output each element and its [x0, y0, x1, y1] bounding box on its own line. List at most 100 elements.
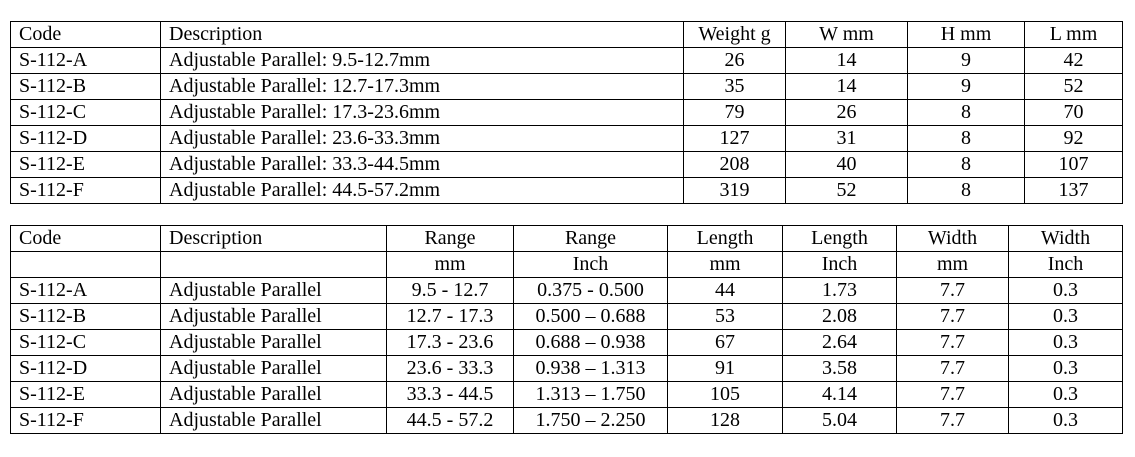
cell: 7.7	[896, 277, 1009, 304]
header-row: mm Inch mm Inch mm Inch	[10, 251, 1123, 278]
cell: Adjustable Parallel	[160, 277, 387, 304]
header-row: Code Description Range Range Length Length Wid…	[10, 225, 1123, 252]
cell: 2.08	[782, 303, 897, 330]
cell	[160, 251, 387, 278]
cell: Adjustable Parallel	[160, 355, 387, 382]
cell: S-112-E	[10, 151, 161, 178]
cell: S-112-B	[10, 73, 161, 100]
cell: Adjustable Parallel: 12.7-17.3mm	[160, 73, 684, 100]
cell: Adjustable Parallel	[160, 381, 387, 408]
cell: 127	[683, 125, 786, 152]
cell: 1.313 – 1.750	[513, 381, 668, 408]
cell: Range	[513, 225, 668, 252]
cell: mm	[667, 251, 783, 278]
cell: mm	[386, 251, 514, 278]
cell: 7.7	[896, 407, 1009, 434]
cell: Code	[10, 225, 161, 252]
cell	[10, 251, 161, 278]
cell: Adjustable Parallel: 17.3-23.6mm	[160, 99, 684, 126]
cell: 40	[785, 151, 908, 178]
cell: 26	[683, 47, 786, 74]
cell: 4.14	[782, 381, 897, 408]
cell: 44	[667, 277, 783, 304]
cell: H mm	[907, 21, 1025, 48]
cell: 0.938 – 1.313	[513, 355, 668, 382]
data-row: S-112-C Adjustable Parallel: 17.3-23.6mm 7…	[10, 99, 1123, 126]
cell: 44.5 - 57.2	[386, 407, 514, 434]
cell: L mm	[1024, 21, 1123, 48]
cell: 14	[785, 73, 908, 100]
cell: 67	[667, 329, 783, 356]
cell: 137	[1024, 177, 1123, 204]
data-row: S-112-E Adjustable Parallel 33.3 - 44.5 1.3…	[10, 381, 1123, 408]
cell: 14	[785, 47, 908, 74]
cell: 7.7	[896, 303, 1009, 330]
cell: 31	[785, 125, 908, 152]
cell: S-112-F	[10, 407, 161, 434]
cell: S-112-A	[10, 277, 161, 304]
cell: Code	[10, 21, 161, 48]
data-row: S-112-A Adjustable Parallel 9.5 - 12.7 0.37…	[10, 277, 1123, 304]
cell: 9	[907, 73, 1025, 100]
cell: S-112-C	[10, 329, 161, 356]
data-row: S-112-F Adjustable Parallel 44.5 - 57.2 1.7…	[10, 407, 1123, 434]
cell: 79	[683, 99, 786, 126]
cell: 107	[1024, 151, 1123, 178]
cell: W mm	[785, 21, 908, 48]
cell: 319	[683, 177, 786, 204]
cell: 0.3	[1008, 277, 1123, 304]
data-row: S-112-E Adjustable Parallel: 33.3-44.5mm 2…	[10, 151, 1123, 178]
cell: S-112-B	[10, 303, 161, 330]
cell: 3.58	[782, 355, 897, 382]
cell: Width	[896, 225, 1009, 252]
cell: 8	[907, 177, 1025, 204]
cell: 7.7	[896, 381, 1009, 408]
cell: S-112-D	[10, 355, 161, 382]
data-row: S-112-F Adjustable Parallel: 44.5-57.2mm 3…	[10, 177, 1123, 204]
cell: 0.688 – 0.938	[513, 329, 668, 356]
cell: Inch	[513, 251, 668, 278]
cell: 8	[907, 151, 1025, 178]
cell: 70	[1024, 99, 1123, 126]
cell: Adjustable Parallel: 23.6-33.3mm	[160, 125, 684, 152]
cell: S-112-C	[10, 99, 161, 126]
cell: 7.7	[896, 329, 1009, 356]
cell: 91	[667, 355, 783, 382]
cell: 7.7	[896, 355, 1009, 382]
cell: 33.3 - 44.5	[386, 381, 514, 408]
cell: 0.3	[1008, 381, 1123, 408]
cell: 5.04	[782, 407, 897, 434]
cell: S-112-F	[10, 177, 161, 204]
cell: 52	[785, 177, 908, 204]
cell: 12.7 - 17.3	[386, 303, 514, 330]
cell: 9.5 - 12.7	[386, 277, 514, 304]
data-row: S-112-B Adjustable Parallel 12.7 - 17.3 0.5…	[10, 303, 1123, 330]
cell: Length	[667, 225, 783, 252]
cell: mm	[896, 251, 1009, 278]
cell: Adjustable Parallel	[160, 407, 387, 434]
cell: Range	[386, 225, 514, 252]
cell: Description	[160, 21, 684, 48]
cell: 0.500 – 0.688	[513, 303, 668, 330]
cell: Description	[160, 225, 387, 252]
cell: Length	[782, 225, 897, 252]
cell: S-112-A	[10, 47, 161, 74]
data-row: S-112-A Adjustable Parallel: 9.5-12.7mm 26…	[10, 47, 1123, 74]
cell: 1.750 – 2.250	[513, 407, 668, 434]
cell: 92	[1024, 125, 1123, 152]
cell: 23.6 - 33.3	[386, 355, 514, 382]
cell: Inch	[1008, 251, 1123, 278]
cell: 0.375 - 0.500	[513, 277, 668, 304]
cell: 52	[1024, 73, 1123, 100]
cell: 105	[667, 381, 783, 408]
cell: Adjustable Parallel: 44.5-57.2mm	[160, 177, 684, 204]
cell: 0.3	[1008, 303, 1123, 330]
cell: S-112-D	[10, 125, 161, 152]
data-row: S-112-D Adjustable Parallel 23.6 - 33.3 0.9…	[10, 355, 1123, 382]
cell: 128	[667, 407, 783, 434]
cell: 53	[667, 303, 783, 330]
data-row: S-112-D Adjustable Parallel: 23.6-33.3mm 1…	[10, 125, 1123, 152]
